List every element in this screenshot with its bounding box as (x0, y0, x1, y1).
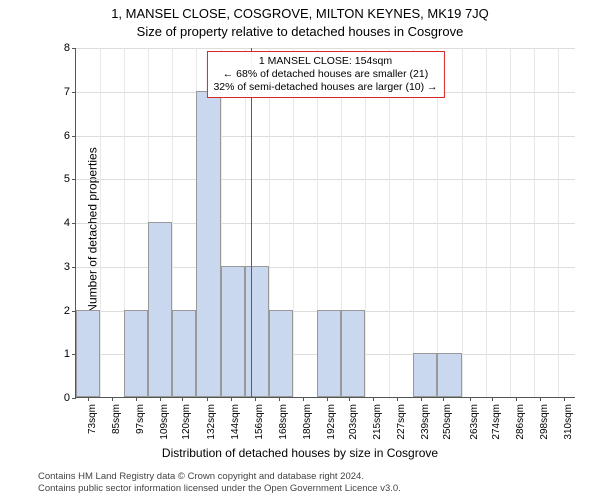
ytick-label: 2 (46, 305, 70, 317)
xtick-mark (564, 397, 565, 401)
ytick-mark (72, 136, 76, 137)
grid-line-h (76, 48, 575, 49)
histogram-bar (413, 353, 437, 397)
ytick-mark (72, 92, 76, 93)
grid-line-v (413, 48, 414, 397)
annotation-line3: 32% of semi-detached houses are larger (… (213, 81, 437, 94)
grid-line-v (100, 48, 101, 397)
address-title: 1, MANSEL CLOSE, COSGROVE, MILTON KEYNES… (0, 6, 600, 21)
histogram-bar (317, 310, 341, 398)
grid-line-v (510, 48, 511, 397)
xtick-label: 156sqm (254, 404, 265, 452)
ytick-label: 5 (46, 173, 70, 185)
histogram-bar (341, 310, 365, 398)
annotation-line1: 1 MANSEL CLOSE: 154sqm (213, 55, 437, 68)
grid-line-v (558, 48, 559, 397)
ytick-mark (72, 48, 76, 49)
xtick-mark (88, 397, 89, 401)
xtick-label: 227sqm (396, 404, 407, 452)
grid-line-v (293, 48, 294, 397)
xtick-label: 144sqm (230, 404, 241, 452)
histogram-bar (196, 91, 220, 397)
xtick-mark (397, 397, 398, 401)
xtick-label: 168sqm (278, 404, 289, 452)
histogram-bar (245, 266, 269, 397)
xtick-label: 286sqm (515, 404, 526, 452)
grid-line-v (486, 48, 487, 397)
xtick-mark (373, 397, 374, 401)
annotation-line2: ← 68% of detached houses are smaller (21… (213, 68, 437, 81)
ytick-label: 0 (46, 392, 70, 404)
reference-line (251, 48, 252, 397)
xtick-mark (421, 397, 422, 401)
footer-attribution: Contains HM Land Registry data © Crown c… (38, 471, 578, 495)
xtick-mark (231, 397, 232, 401)
histogram-bar (437, 353, 461, 397)
ytick-label: 8 (46, 42, 70, 54)
xtick-label: 239sqm (420, 404, 431, 452)
xtick-label: 298sqm (539, 404, 550, 452)
xtick-label: 85sqm (111, 404, 122, 452)
ytick-mark (72, 398, 76, 399)
xtick-mark (207, 397, 208, 401)
xtick-label: 97sqm (135, 404, 146, 452)
ytick-mark (72, 267, 76, 268)
ytick-mark (72, 223, 76, 224)
ytick-label: 4 (46, 217, 70, 229)
grid-line-v (534, 48, 535, 397)
xtick-mark (349, 397, 350, 401)
xtick-mark (255, 397, 256, 401)
xtick-mark (443, 397, 444, 401)
histogram-bar (221, 266, 245, 397)
xtick-label: 120sqm (181, 404, 192, 452)
xtick-mark (136, 397, 137, 401)
chart-container: 1, MANSEL CLOSE, COSGROVE, MILTON KEYNES… (0, 0, 600, 500)
xtick-mark (182, 397, 183, 401)
ytick-label: 6 (46, 130, 70, 142)
histogram-bar (124, 310, 148, 398)
histogram-bar (76, 310, 100, 398)
ytick-label: 3 (46, 261, 70, 273)
histogram-bar (148, 222, 172, 397)
grid-line-v (437, 48, 438, 397)
xtick-mark (112, 397, 113, 401)
ytick-mark (72, 179, 76, 180)
histogram-bar (172, 310, 196, 398)
xtick-mark (516, 397, 517, 401)
xtick-mark (327, 397, 328, 401)
xtick-label: 180sqm (302, 404, 313, 452)
grid-line-h (76, 136, 575, 137)
footer-line1: Contains HM Land Registry data © Crown c… (38, 471, 578, 483)
grid-line-v (365, 48, 366, 397)
xtick-label: 192sqm (326, 404, 337, 452)
xtick-mark (279, 397, 280, 401)
xtick-mark (540, 397, 541, 401)
xtick-label: 274sqm (491, 404, 502, 452)
ytick-label: 1 (46, 348, 70, 360)
xtick-mark (160, 397, 161, 401)
xtick-label: 203sqm (348, 404, 359, 452)
xtick-label: 132sqm (206, 404, 217, 452)
xtick-mark (470, 397, 471, 401)
xtick-label: 263sqm (469, 404, 480, 452)
plot-area: 1 MANSEL CLOSE: 154sqm ← 68% of detached… (75, 48, 575, 398)
xtick-label: 109sqm (159, 404, 170, 452)
histogram-bar (269, 310, 293, 398)
grid-line-v (462, 48, 463, 397)
chart-subtitle: Size of property relative to detached ho… (0, 24, 600, 39)
xtick-mark (492, 397, 493, 401)
grid-line-h (76, 179, 575, 180)
grid-line-v (389, 48, 390, 397)
footer-line2: Contains public sector information licen… (38, 483, 578, 495)
ytick-label: 7 (46, 86, 70, 98)
xtick-label: 73sqm (87, 404, 98, 452)
xtick-mark (303, 397, 304, 401)
xtick-label: 215sqm (372, 404, 383, 452)
xtick-label: 250sqm (442, 404, 453, 452)
annotation-box: 1 MANSEL CLOSE: 154sqm ← 68% of detached… (206, 51, 444, 98)
xtick-label: 310sqm (563, 404, 574, 452)
